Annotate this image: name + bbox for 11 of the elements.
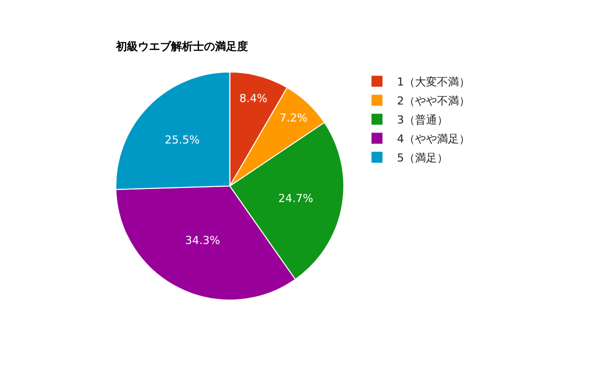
legend-label: 4（やや満足） [397,132,470,146]
data-label: 34.3% [185,234,220,247]
legend-label: 2（やや不満） [397,94,470,108]
legend-label: 3（普通） [397,114,448,127]
chart-title: 初級ウエブ解析士の満足度 [115,40,248,53]
data-label: 24.7% [278,192,314,205]
legend-label: 5（満足） [397,152,448,165]
data-label: 8.4% [239,92,268,106]
data-label: 25.5% [164,133,200,146]
legend-label: 1（大変不満） [397,76,470,89]
data-label: 7.2% [280,112,308,125]
